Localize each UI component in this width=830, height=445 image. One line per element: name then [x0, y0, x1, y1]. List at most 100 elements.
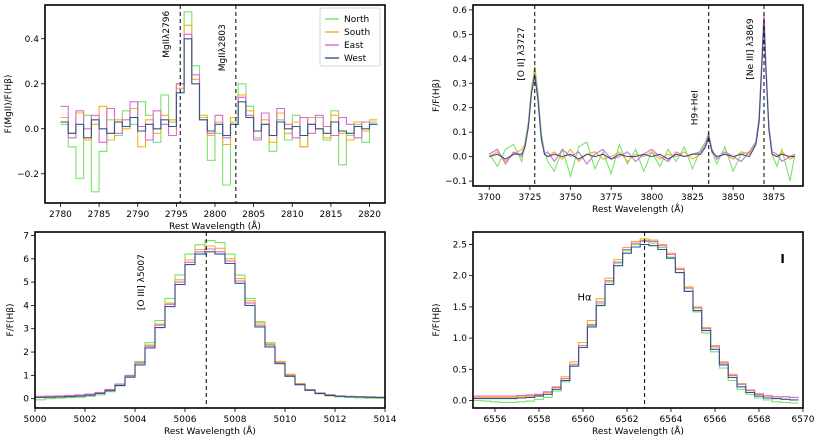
- y-tick-label: 0.2: [25, 80, 39, 90]
- x-tick-label: 6564: [660, 415, 683, 425]
- series-line-west: [35, 251, 385, 399]
- plot-frame: [34, 231, 386, 409]
- series-line-south: [35, 245, 385, 398]
- x-tick-label: 2800: [204, 210, 227, 220]
- y-tick-label: −0.2: [17, 170, 39, 180]
- y-tick-label: 0.0: [25, 125, 40, 135]
- series-line-east: [473, 240, 799, 398]
- y-tick-label: 0.5: [453, 365, 467, 375]
- x-tick-label: 2815: [319, 210, 342, 220]
- x-tick-label: 3725: [518, 193, 541, 203]
- x-tick-label: 6570: [792, 415, 815, 425]
- x-tick-label: 2795: [165, 210, 188, 220]
- x-tick-label: 3825: [681, 193, 704, 203]
- x-tick-label: 5000: [24, 415, 47, 425]
- series-line-north: [35, 240, 385, 401]
- x-tick-label: 5008: [224, 415, 247, 425]
- x-tick-label: 2780: [49, 210, 72, 220]
- y-tick-label: 0: [23, 395, 29, 405]
- y-tick-label: 1.5: [453, 303, 467, 313]
- series-line-west: [60, 38, 378, 139]
- y-tick-label: 6: [23, 255, 29, 265]
- x-tick-label: 3850: [722, 193, 745, 203]
- legend-label: North: [344, 15, 369, 25]
- y-tick-label: 0.4: [453, 55, 468, 65]
- y-axis-label: F/F(Hβ): [432, 304, 442, 337]
- x-tick-label: 5014: [374, 415, 397, 425]
- y-tick-label: 1: [23, 371, 29, 381]
- x-axis-label: Rest Wavelength (Å): [592, 425, 684, 437]
- y-axis-label: F(MgII)/F(Hβ): [4, 75, 14, 134]
- x-tick-label: 3800: [640, 193, 663, 203]
- annotation-label: [Ne III] λ3869: [746, 18, 756, 79]
- x-axis-label: Rest Wavelength (Å): [592, 203, 684, 215]
- annotation-label: [O II] λ3727: [517, 27, 527, 80]
- annotation-label: I: [780, 252, 784, 266]
- x-tick-label: 3700: [478, 193, 501, 203]
- plot-frame: [472, 231, 804, 409]
- x-tick-label: 2790: [126, 210, 149, 220]
- y-tick-label: 0.0: [453, 153, 468, 163]
- y-tick-label: 0.6: [453, 6, 468, 16]
- series-line-east: [60, 33, 378, 143]
- x-tick-label: 5012: [324, 415, 347, 425]
- series-line-west: [489, 19, 795, 160]
- y-tick-label: 2: [23, 348, 29, 358]
- x-tick-label: 6560: [572, 415, 595, 425]
- x-tick-label: 5002: [74, 415, 97, 425]
- x-axis-label: Rest Wavelength (Å): [169, 220, 261, 232]
- plot-area: [35, 240, 385, 401]
- y-tick-label: 0.4: [25, 35, 40, 45]
- x-axis-label: Rest Wavelength (Å): [164, 425, 256, 437]
- x-tick-label: 6562: [616, 415, 639, 425]
- series-line-east: [35, 248, 385, 398]
- y-tick-label: 0.0: [453, 397, 468, 407]
- x-tick-label: 2810: [281, 210, 304, 220]
- series-line-west: [473, 243, 799, 401]
- x-tick-label: 3775: [600, 193, 623, 203]
- legend-label: West: [344, 54, 367, 64]
- chart-panel: 5000 5002 5004 5006 5008 5010 5012 5014 0 1 2 3 4 5 6 7…: [6, 231, 397, 437]
- series-line-north: [473, 240, 799, 404]
- y-tick-label: 2.5: [453, 240, 467, 250]
- series-line-south: [473, 238, 799, 398]
- y-axis-label: F/F(Hβ): [6, 304, 16, 337]
- y-tick-label: 0.1: [453, 128, 467, 138]
- x-tick-label: 6556: [484, 415, 507, 425]
- legend-box: [319, 7, 381, 67]
- y-tick-label: 0.2: [453, 104, 467, 114]
- chart-panel: 6556 6558 6560 6562 6564 6566 6568 6570 0.0 0.5 1.…: [432, 231, 815, 437]
- chart-panel: 3700 3725 3750 3775 3800 3825 3850 3875 −0.1 0.0 0…: [432, 4, 804, 215]
- annotation-label: [O III] λ5007: [137, 254, 147, 310]
- y-tick-label: 2.0: [453, 272, 468, 282]
- annotation-label: MgIIλ2803: [218, 24, 228, 71]
- x-tick-label: 5010: [274, 415, 297, 425]
- x-tick-label: 6558: [528, 415, 551, 425]
- legend: North South East West: [319, 7, 381, 67]
- y-tick-label: 0.3: [453, 79, 467, 89]
- x-tick-label: 2785: [88, 210, 111, 220]
- legend-label: South: [344, 28, 370, 38]
- annotation-label: MgIIλ2796: [162, 10, 172, 57]
- y-tick-label: 1.0: [453, 334, 468, 344]
- y-tick-label: 7: [23, 231, 29, 241]
- plot-area: [473, 238, 799, 404]
- y-tick-label: −0.1: [445, 177, 467, 187]
- legend-label: East: [344, 41, 364, 51]
- annotation-label: H9+HeI: [691, 90, 701, 125]
- x-tick-label: 5004: [124, 415, 147, 425]
- annotation-label: Hα: [578, 293, 593, 304]
- x-tick-label: 3750: [559, 193, 582, 203]
- y-tick-label: 3: [23, 325, 29, 335]
- y-tick-label: 5: [23, 278, 29, 288]
- x-tick-label: 6568: [748, 415, 771, 425]
- x-tick-label: 6566: [704, 415, 727, 425]
- x-tick-label: 5006: [174, 415, 197, 425]
- plot-area: [60, 11, 378, 193]
- x-tick-label: 3875: [762, 193, 785, 203]
- plot-frame: [472, 4, 804, 187]
- y-axis-label: F/F(Hβ): [432, 79, 442, 112]
- y-tick-label: 4: [23, 301, 29, 311]
- y-tick-label: 0.5: [453, 30, 467, 40]
